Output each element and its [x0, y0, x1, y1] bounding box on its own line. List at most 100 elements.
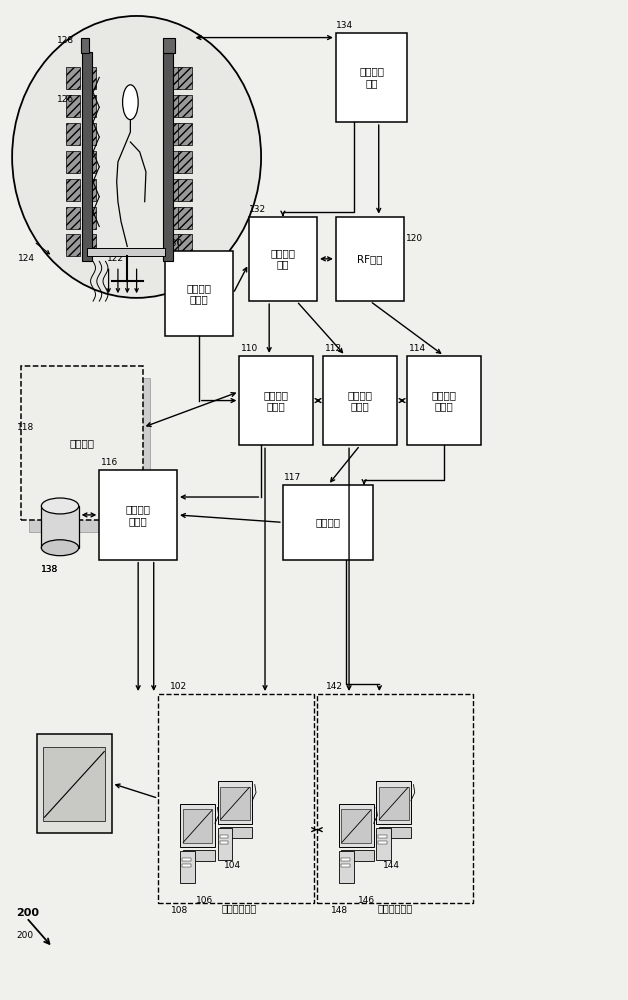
Bar [158, 694, 314, 903]
Text: 134: 134 [336, 21, 353, 30]
Bar [217, 828, 232, 860]
Bar [166, 207, 180, 229]
Ellipse shape [122, 85, 138, 120]
Bar [379, 827, 411, 838]
Text: 扫描房间
接口: 扫描房间 接口 [271, 248, 295, 270]
Text: 138: 138 [41, 565, 58, 574]
Bar [180, 804, 215, 847]
Bar [341, 864, 350, 867]
Text: 110: 110 [241, 344, 258, 353]
Text: 148: 148 [332, 906, 349, 915]
Bar [336, 217, 404, 301]
Text: 130: 130 [166, 239, 183, 248]
Bar [67, 234, 80, 256]
Text: 200: 200 [16, 908, 40, 918]
Ellipse shape [41, 498, 78, 514]
Bar [41, 506, 78, 548]
Bar [182, 858, 191, 861]
Text: 142: 142 [327, 682, 344, 691]
Text: 生理获取
控制器: 生理获取 控制器 [187, 283, 212, 304]
Bar [82, 234, 95, 256]
Text: 图像重建: 图像重建 [315, 517, 340, 527]
Bar [178, 151, 192, 173]
Text: 数据存储
服务器: 数据存储 服务器 [126, 504, 151, 526]
Bar [178, 179, 192, 201]
Bar [342, 809, 371, 843]
Bar [82, 67, 95, 89]
Bar [178, 67, 192, 89]
Text: 118: 118 [16, 423, 34, 432]
Text: 120: 120 [406, 234, 423, 243]
Text: 联网的工作站: 联网的工作站 [377, 903, 413, 913]
Text: 数据获取
服务器: 数据获取 服务器 [347, 390, 372, 411]
Text: 108: 108 [171, 906, 188, 915]
Bar [339, 804, 374, 847]
Bar [166, 123, 180, 145]
Bar [99, 470, 177, 560]
Ellipse shape [41, 540, 78, 556]
Bar [166, 234, 180, 256]
Bar [67, 151, 80, 173]
Bar [67, 179, 80, 201]
Bar [183, 809, 212, 843]
Bar [166, 95, 180, 117]
Bar [178, 123, 192, 145]
Text: 104: 104 [224, 861, 241, 870]
Text: 136: 136 [43, 771, 60, 780]
Text: RF系统: RF系统 [357, 254, 383, 264]
Bar [82, 207, 95, 229]
Bar [323, 356, 397, 445]
Bar [165, 251, 233, 336]
Bar [342, 850, 374, 861]
Text: 脉冲序列
服务器: 脉冲序列 服务器 [264, 390, 288, 411]
Text: 132: 132 [249, 205, 266, 214]
Text: 患者定位
系统: 患者定位 系统 [359, 67, 384, 88]
Bar [376, 828, 391, 860]
Bar [239, 356, 313, 445]
Bar [336, 33, 408, 122]
Bar [182, 864, 191, 867]
Bar [43, 747, 106, 821]
Text: 138: 138 [41, 565, 58, 574]
Text: 128: 128 [57, 36, 74, 45]
Ellipse shape [12, 16, 261, 298]
Bar [178, 207, 192, 229]
Bar [180, 851, 195, 883]
Bar [37, 734, 112, 833]
Bar [220, 835, 228, 838]
Bar [339, 851, 354, 883]
Text: 梯度系统: 梯度系统 [70, 438, 95, 448]
Bar [178, 234, 192, 256]
Text: 102: 102 [170, 682, 187, 691]
Text: 122: 122 [107, 254, 124, 263]
Bar [166, 67, 180, 89]
Bar [67, 207, 80, 229]
Bar [82, 179, 95, 201]
Bar [166, 151, 180, 173]
Text: 200: 200 [16, 931, 33, 940]
Bar [378, 841, 387, 844]
Bar [283, 485, 373, 560]
Bar [29, 378, 150, 532]
Bar [220, 841, 228, 844]
Bar [82, 151, 95, 173]
Bar [82, 95, 95, 117]
Text: 117: 117 [284, 473, 301, 482]
Text: 数据处理
服务器: 数据处理 服务器 [431, 390, 457, 411]
Bar [163, 52, 173, 261]
Bar [82, 52, 92, 261]
Bar [67, 95, 80, 117]
Bar [379, 787, 409, 820]
Bar [67, 123, 80, 145]
Text: 操作者工作站: 操作者工作站 [222, 903, 257, 913]
Bar [21, 366, 143, 520]
Bar [220, 827, 252, 838]
Text: 144: 144 [382, 861, 399, 870]
Text: 146: 146 [357, 896, 375, 905]
FancyBboxPatch shape [163, 38, 175, 52]
Bar [249, 217, 317, 301]
Text: 106: 106 [196, 896, 213, 905]
Bar [217, 781, 252, 824]
Text: 112: 112 [325, 344, 342, 353]
FancyBboxPatch shape [80, 38, 89, 52]
